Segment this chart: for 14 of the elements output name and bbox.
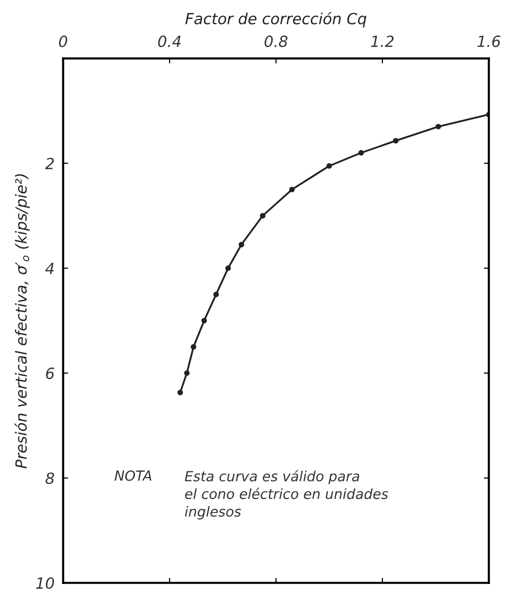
y-tick-label: 2 (45, 158, 54, 170)
y-axis-title: Presión vertical efectiva, σ′$_{o}$ (kips/pie²) (14, 174, 30, 468)
x-axis-title: Factor de corrección Cq (185, 12, 366, 28)
y-tick-label: 8 (46, 472, 54, 484)
y-tick-label: 10 (36, 577, 54, 589)
annotation: Esta curva es válido para el cono eléctrico en unidades inglesos (184, 470, 388, 520)
y-tick-label: 4 (45, 262, 54, 274)
y-tick-label: 6 (46, 368, 54, 380)
x-tick-label: 0.8 (264, 36, 288, 48)
annotation: NOTA (114, 470, 152, 481)
x-tick-label: 1.6 (477, 36, 500, 48)
x-tick-label: 0 (59, 36, 68, 48)
x-tick-label: 0.4 (158, 36, 181, 48)
x-tick-label: 1.2 (371, 36, 394, 47)
